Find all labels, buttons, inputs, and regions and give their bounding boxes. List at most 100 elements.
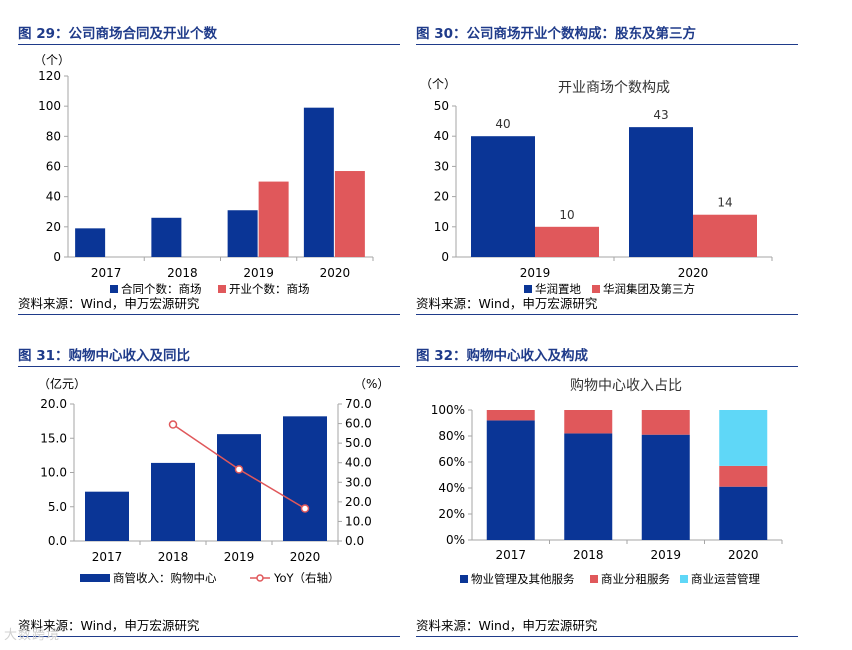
legend-label: YoY（右轴） bbox=[273, 571, 340, 585]
data-label: 14 bbox=[717, 196, 732, 210]
x-tick-label: 2019 bbox=[650, 548, 681, 562]
legend-label: 商业运营管理 bbox=[691, 572, 760, 586]
legend-line-dot bbox=[256, 574, 264, 582]
legend-label: 华润置地 bbox=[535, 282, 581, 294]
bar bbox=[151, 462, 195, 541]
chart-title: 购物中心收入占比 bbox=[570, 378, 682, 394]
y-tick-label-right: 40.0 bbox=[345, 456, 372, 470]
yoy-point bbox=[168, 420, 178, 429]
y-tick-label: 100% bbox=[431, 403, 465, 417]
legend-label: 华润集团及第三方 bbox=[603, 282, 695, 294]
y-tick-label: 40% bbox=[438, 481, 465, 495]
stacked-bar-segment bbox=[564, 433, 613, 540]
yoy-point bbox=[234, 465, 244, 474]
stacked-bar-segment bbox=[564, 410, 613, 434]
stacked-bar-segment bbox=[486, 420, 535, 540]
legend-swatch bbox=[590, 575, 598, 583]
y-tick-label: 0.0 bbox=[48, 534, 67, 548]
figure-31: 图 31：购物中心收入及同比 （亿元） （%） 0.0 5.0 10.0 15.0 20.0… bbox=[18, 346, 400, 646]
y-tick-label-right: 0.0 bbox=[345, 534, 364, 548]
mall-revenue-composition-chart: 购物中心收入占比 0% 20% 40% 60% 80% 100% 2017 2018 2019 20… bbox=[416, 370, 798, 616]
bar bbox=[151, 217, 182, 257]
chart-title: 开业商场个数构成 bbox=[558, 80, 670, 96]
y-tick-label: 60% bbox=[438, 455, 465, 469]
y-unit-label: （个） bbox=[420, 77, 456, 91]
y-unit-label: （个） bbox=[34, 53, 70, 67]
stacked-bar-segment bbox=[486, 410, 535, 421]
legend-swatch bbox=[218, 285, 226, 293]
legend-label: 商管收入：购物中心 bbox=[113, 571, 217, 585]
x-tick-label: 2017 bbox=[91, 266, 122, 280]
figure-title: 图 30：公司商场开业个数构成：股东及第三方 bbox=[416, 24, 798, 45]
x-tick-label: 2019 bbox=[243, 266, 274, 280]
y-tick-label: 20% bbox=[438, 507, 465, 521]
yoy-point bbox=[300, 504, 310, 513]
y-tick-label: 0% bbox=[446, 533, 465, 547]
y-tick-label: 80% bbox=[438, 429, 465, 443]
y-tick-label-right: 60.0 bbox=[345, 417, 372, 431]
y-tick-label: 20.0 bbox=[40, 397, 67, 411]
bar bbox=[85, 491, 129, 541]
y-tick-label: 20 bbox=[46, 220, 61, 234]
x-tick-label: 2018 bbox=[167, 266, 198, 280]
bar bbox=[258, 181, 289, 257]
y-tick-label-right: 70.0 bbox=[345, 397, 372, 411]
legend-swatch bbox=[592, 285, 600, 293]
figure-title: 图 32：购物中心收入及构成 bbox=[416, 346, 798, 367]
stacked-bar-segment bbox=[641, 434, 690, 540]
y-tick-label: 60 bbox=[46, 160, 61, 174]
legend-swatch bbox=[460, 575, 468, 583]
y-tick-label: 10 bbox=[434, 220, 449, 234]
figure-29: 图 29：公司商场合同及开业个数 （个） 0 20 40 60 80 100 120 2017 2… bbox=[18, 24, 400, 324]
x-tick-label: 2020 bbox=[678, 266, 709, 280]
bar bbox=[303, 107, 334, 257]
figure-title: 图 29：公司商场合同及开业个数 bbox=[18, 24, 400, 45]
figure-source: 资料来源：Wind，申万宏源研究 bbox=[416, 616, 798, 637]
legend-swatch bbox=[680, 575, 688, 583]
bar bbox=[283, 416, 327, 541]
y-tick-label: 0 bbox=[53, 250, 61, 264]
y-tick-label-right: 30.0 bbox=[345, 475, 372, 489]
y-tick-label: 5.0 bbox=[48, 500, 67, 514]
figure-source: 资料来源：Wind，申万宏源研究 bbox=[18, 294, 400, 315]
y-tick-label: 10.0 bbox=[40, 466, 67, 480]
y-tick-label: 0 bbox=[441, 250, 449, 264]
bar bbox=[693, 214, 757, 257]
figure-source: 资料来源：Wind，申万宏源研究 bbox=[18, 616, 400, 637]
figure-32: 图 32：购物中心收入及构成 购物中心收入占比 0% 20% 40% 60% 80% 100… bbox=[416, 346, 798, 646]
data-label: 10 bbox=[559, 208, 574, 222]
bar bbox=[629, 127, 693, 257]
bar bbox=[334, 171, 365, 257]
y-unit-label-right: （%） bbox=[354, 377, 389, 391]
y-tick-label-right: 20.0 bbox=[345, 495, 372, 509]
watermark: 大数跨境 bbox=[4, 628, 61, 643]
contract-opening-chart: （个） 0 20 40 60 80 100 120 2017 2018 2019 2020 合同个数：商… bbox=[18, 48, 400, 294]
mall-revenue-yoy-chart: （亿元） （%） 0.0 5.0 10.0 15.0 20.0 0.0 10.0 20.0 30.0… bbox=[18, 370, 400, 616]
y-tick-label: 20 bbox=[434, 190, 449, 204]
y-tick-label: 40 bbox=[46, 190, 61, 204]
legend-swatch bbox=[110, 285, 118, 293]
x-tick-label: 2017 bbox=[495, 548, 526, 562]
y-tick-label: 15.0 bbox=[40, 431, 67, 445]
stacked-bar-segment bbox=[641, 410, 690, 435]
bar bbox=[227, 210, 258, 257]
stacked-bar-segment bbox=[719, 486, 768, 540]
y-tick-label: 40 bbox=[434, 129, 449, 143]
legend-label: 物业管理及其他服务 bbox=[471, 572, 575, 586]
legend-label: 商业分租服务 bbox=[601, 572, 670, 586]
y-tick-label: 120 bbox=[38, 69, 61, 83]
opening-composition-chart: （个） 开业商场个数构成 0 10 20 30 40 50 40 10 2019 43 14 2020 华润… bbox=[416, 48, 798, 294]
y-tick-label: 100 bbox=[38, 99, 61, 113]
bar bbox=[535, 226, 599, 257]
legend-swatch bbox=[80, 574, 110, 582]
y-tick-label-right: 10.0 bbox=[345, 514, 372, 528]
bar bbox=[471, 136, 535, 257]
x-tick-label: 2020 bbox=[728, 548, 759, 562]
x-tick-label: 2020 bbox=[320, 266, 351, 280]
bar bbox=[217, 434, 261, 541]
x-tick-label: 2019 bbox=[520, 266, 551, 280]
y-unit-label-left: （亿元） bbox=[38, 376, 86, 391]
legend-label: 开业个数：商场 bbox=[229, 282, 310, 294]
figure-30: 图 30：公司商场开业个数构成：股东及第三方 （个） 开业商场个数构成 0 10 20 3… bbox=[416, 24, 798, 324]
legend-label: 合同个数：商场 bbox=[121, 282, 202, 294]
